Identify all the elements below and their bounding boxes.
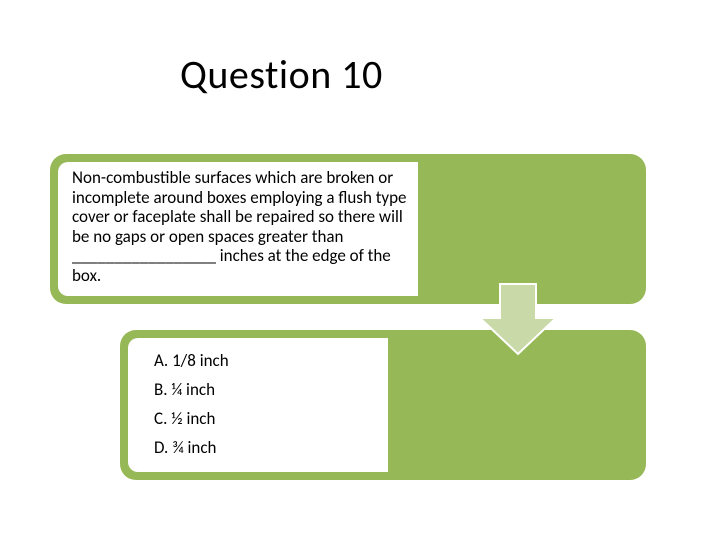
answer-c: C. ½ inch: [154, 408, 380, 429]
question-text: Non-combustible surfaces which are broke…: [72, 168, 408, 285]
answer-b: B. ¼ inch: [154, 379, 380, 400]
slide: Question 10 Non-combustible surfaces whi…: [0, 0, 720, 540]
question-inset: Non-combustible surfaces which are broke…: [58, 162, 418, 296]
answer-d: D. ¾ inch: [154, 437, 380, 458]
slide-title: Question 10: [180, 50, 383, 99]
answer-a: A. 1/8 inch: [154, 350, 380, 371]
answers-inset: A. 1/8 inch B. ¼ inch C. ½ inch D. ¾ inc…: [128, 338, 388, 472]
